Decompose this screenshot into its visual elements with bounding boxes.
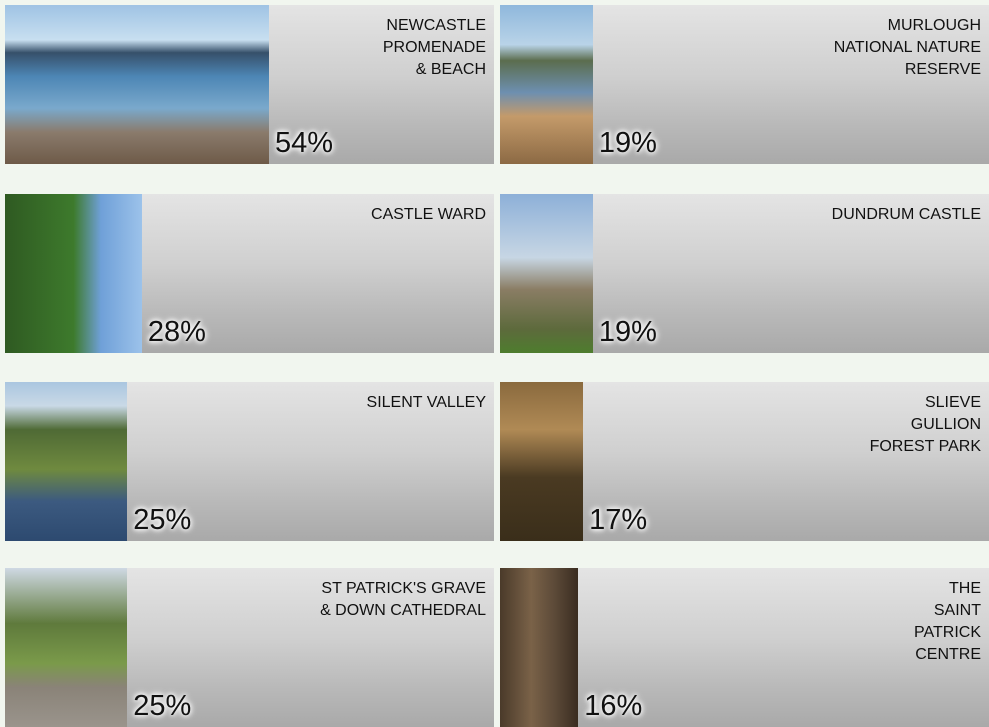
tile-name-line: SILENT VALLEY — [367, 392, 486, 414]
tile-name-line: & DOWN CATHEDRAL — [320, 600, 486, 622]
tile-name-line: SLIEVE — [870, 392, 981, 414]
percent-label: 19% — [599, 316, 657, 349]
colour-portion — [5, 568, 127, 727]
tile-name-line: CENTRE — [914, 644, 981, 666]
colour-portion — [500, 5, 593, 164]
tile-name-line: THE — [914, 578, 981, 600]
attraction-tile[interactable]: CASTLE WARD 28% — [5, 194, 494, 353]
tile-name-line: PROMENADE — [383, 37, 486, 59]
page: NEWCASTLEPROMENADE& BEACH 54% MURLOUGHNATI… — [0, 0, 989, 724]
colour-portion — [500, 568, 578, 727]
tile-name-line: NEWCASTLE — [383, 15, 486, 37]
percent-label: 28% — [148, 316, 206, 349]
tile-name-line: PATRICK — [914, 622, 981, 644]
tile-name: SILENT VALLEY — [367, 392, 486, 414]
colour-portion — [500, 382, 583, 541]
percent-label: 25% — [133, 504, 191, 537]
percent-label: 54% — [275, 127, 333, 160]
tile-name-line: GULLION — [870, 414, 981, 436]
tile-name-line: RESERVE — [834, 59, 981, 81]
tile-name-line: CASTLE WARD — [371, 204, 486, 226]
attraction-tile[interactable]: DUNDRUM CASTLE 19% — [500, 194, 989, 353]
tile-name-line: SAINT — [914, 600, 981, 622]
colour-portion — [500, 194, 593, 353]
colour-portion — [5, 5, 269, 164]
percent-label: 25% — [133, 690, 191, 723]
tile-name-line: DUNDRUM CASTLE — [832, 204, 981, 226]
colour-portion — [5, 194, 142, 353]
attraction-tile[interactable]: ST PATRICK'S GRAVE& DOWN CATHEDRAL 25% — [5, 568, 494, 727]
tile-name: DUNDRUM CASTLE — [832, 204, 981, 226]
tile-name: ST PATRICK'S GRAVE& DOWN CATHEDRAL — [320, 578, 486, 622]
percent-label: 19% — [599, 127, 657, 160]
tile-name-line: MURLOUGH — [834, 15, 981, 37]
tile-name-line: FOREST PARK — [870, 436, 981, 458]
tile-name-line: NATIONAL NATURE — [834, 37, 981, 59]
percent-label: 17% — [589, 504, 647, 537]
percent-label: 16% — [584, 690, 642, 723]
tile-name-line: ST PATRICK'S GRAVE — [320, 578, 486, 600]
tile-name-line: & BEACH — [383, 59, 486, 81]
attraction-tile[interactable]: SILENT VALLEY 25% — [5, 382, 494, 541]
tile-name: CASTLE WARD — [371, 204, 486, 226]
colour-portion — [5, 382, 127, 541]
